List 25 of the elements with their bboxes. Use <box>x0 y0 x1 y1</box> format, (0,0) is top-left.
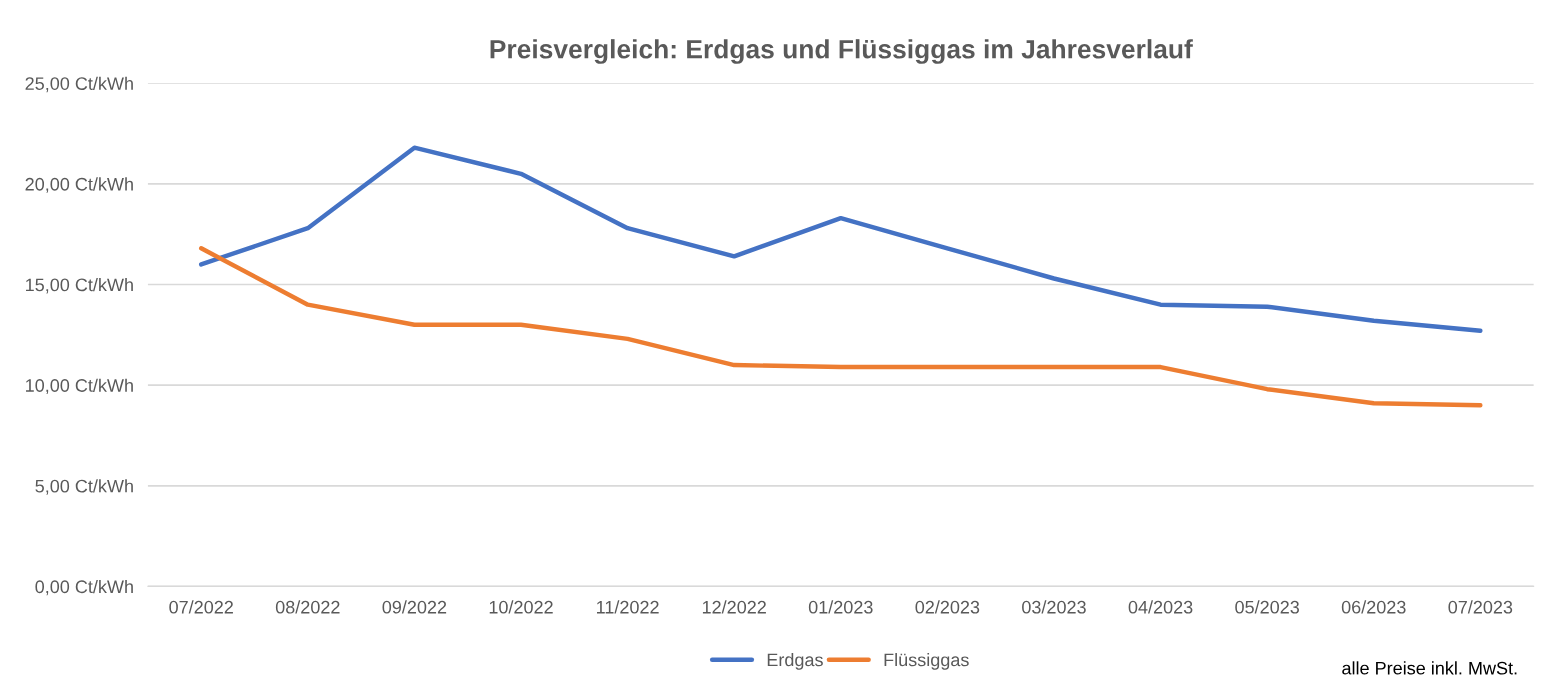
y-tick-label: 5,00 Ct/kWh <box>35 479 133 495</box>
text: alle Preise inkl. MwSt. <box>1342 661 1517 675</box>
x-tick-label: 07/2022 <box>169 600 233 614</box>
x-tick-label: 11/2022 <box>597 600 659 614</box>
y-tick-label: 20,00 Ct/kWh <box>25 177 133 193</box>
y-tick-label: 0,00 Ct/kWh <box>35 579 133 596</box>
x-tick-label: 07/2023 <box>1448 600 1513 614</box>
chart-title: Preisvergleich: Erdgas und Flüssiggas im Jahresverlauf <box>490 39 1193 64</box>
x-tick-label: 10/2022 <box>489 600 553 614</box>
line-series <box>198 145 1483 334</box>
legend-label: Erdgas <box>767 652 823 670</box>
y-tick-label: 15,00 Ct/kWh <box>26 278 133 294</box>
x-tick-label: 12/2022 <box>702 600 766 614</box>
x-tick-label: 01/2023 <box>808 600 873 614</box>
x-tick-label: 08/2022 <box>275 600 340 614</box>
x-tick-label: 02/2023 <box>915 600 980 614</box>
legend-label: Flüssiggas <box>884 652 969 670</box>
y-tick-label: 25,00 Ct/kWh <box>25 76 133 93</box>
x-tick-label: 05/2023 <box>1235 600 1299 614</box>
x-tick-label: 04/2023 <box>1128 600 1193 614</box>
x-tick-label: 03/2023 <box>1022 600 1086 614</box>
y-tick-label: 10,00 Ct/kWh <box>26 378 133 395</box>
x-tick-label: 06/2023 <box>1341 600 1406 614</box>
line-series <box>198 246 1483 408</box>
x-tick-label: 09/2022 <box>382 600 447 614</box>
